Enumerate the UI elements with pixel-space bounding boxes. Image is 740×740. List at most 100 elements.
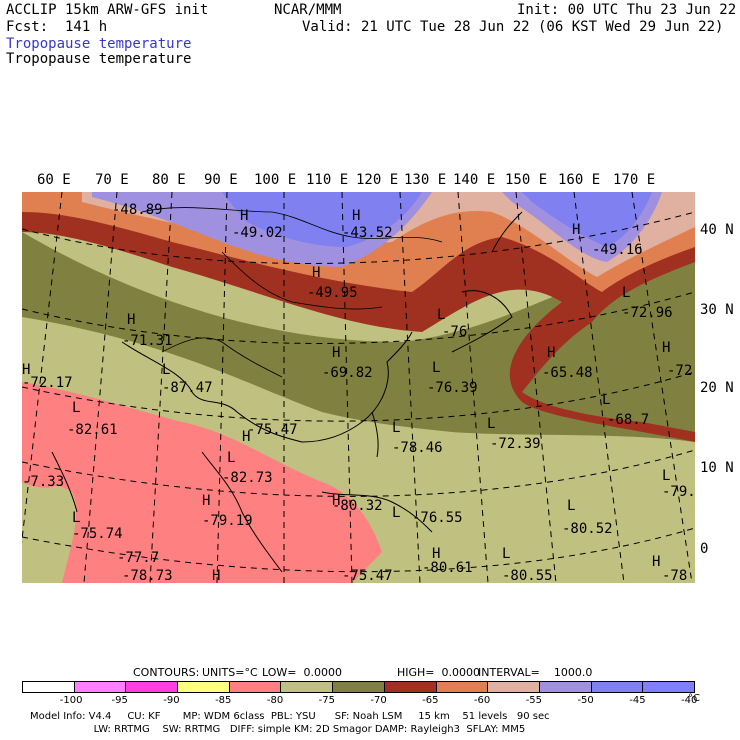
band-minus70 [22, 232, 695, 442]
legend-tick-label: -50 [577, 695, 594, 706]
map-label: H [240, 208, 248, 224]
init-time: Init: 00 UTC Thu 23 Jun 22 [517, 2, 737, 18]
field-name-shaded: Tropopause temperature [6, 36, 192, 52]
map-label: -68.7 [607, 412, 649, 428]
legend-tick-label: -55 [525, 695, 543, 706]
map-label: -77.7 [117, 550, 159, 566]
color-legend [22, 681, 695, 693]
map-label: L [162, 362, 170, 378]
legend-tick-label: -40 [681, 695, 698, 706]
lat-label: 0 [700, 541, 709, 557]
band-minus80-south [22, 382, 382, 583]
map-label: -72.39 [490, 436, 541, 452]
legend-swatch [229, 682, 282, 692]
map-label: -80.32 [332, 498, 383, 514]
map-label: L [662, 468, 670, 484]
lat-label: 30 N [700, 302, 734, 318]
map-label: -71.31 [122, 333, 173, 349]
legend-tick-label: °C [688, 693, 700, 704]
legend-swatch [281, 682, 334, 692]
map-label: -78.73 [122, 568, 173, 583]
map-label: H [662, 340, 670, 356]
map-label: H [312, 265, 320, 281]
legend-swatch [539, 682, 592, 692]
model-info-line1: Model Info: V4.4 CU: KF MP: WDM 6class P… [30, 711, 550, 722]
map-label: H [242, 429, 250, 445]
map-label: -78.46 [392, 440, 443, 456]
map-label: L [432, 360, 440, 376]
legend-tick-label: -75 [318, 695, 335, 706]
map-label: -75.74 [72, 526, 123, 542]
map-label: H [127, 312, 135, 328]
map-label: -78 [662, 568, 687, 583]
lon-label: 120 E [356, 172, 399, 188]
lon-label: 70 E [95, 172, 129, 188]
field-name-contour: Tropopause temperature [6, 51, 192, 67]
lon-label: 140 E [453, 172, 496, 188]
legend-swatch [178, 682, 230, 692]
legend-tick-label: -100 [59, 695, 83, 706]
map-label: H [212, 568, 220, 583]
band-minus45-east [522, 192, 652, 247]
contours-units: UNITS=°C [202, 666, 258, 679]
graticule [22, 192, 695, 583]
legend-swatch [488, 682, 540, 692]
contour-labels: -48.89 H-49.02H-43.52 H-49.16H-49.95 L-72.9… [22, 202, 695, 583]
lat-label: 10 N [700, 460, 734, 476]
map-label: H [432, 546, 440, 562]
legend-swatch [333, 682, 385, 692]
map-label: H [22, 362, 30, 378]
band-minus45 [222, 192, 422, 247]
map-label: -72.96 [622, 305, 673, 321]
legend-tick-label: -95 [111, 695, 128, 706]
map-label: L [437, 307, 445, 323]
map-label: H [572, 222, 580, 238]
map-label: -80.55 [502, 568, 553, 583]
map-label: -80.52 [562, 521, 613, 537]
map-label: -76.55 [412, 510, 463, 526]
lon-label: 170 E [613, 172, 656, 188]
map-label: L [227, 450, 235, 466]
map-label: L [392, 420, 400, 436]
map-label: -79.19 [202, 513, 253, 529]
legend-swatch [643, 682, 694, 692]
map-label: -75.47 [342, 568, 393, 583]
map-label: -80.61 [422, 560, 473, 576]
legend-swatch [384, 682, 437, 692]
map-label: L [567, 498, 575, 514]
map-label: L [72, 510, 80, 526]
map-label: -48.89 [112, 202, 163, 218]
map-label: H [547, 345, 555, 361]
map-label: -49.95 [307, 285, 358, 301]
lon-label: 60 E [37, 172, 71, 188]
country-borders [141, 207, 443, 378]
legend-swatch [23, 682, 75, 692]
model-info-line2: LW: RRTMG SW: RRTMG DIFF: simple KM: 2D … [30, 724, 526, 735]
legend-tick-label: -70 [370, 695, 387, 706]
model-title: ACCLIP 15km ARW-GFS init [6, 2, 209, 18]
map-label: -76 [442, 324, 467, 340]
lon-label: 150 E [505, 172, 548, 188]
legend-tick-label: -85 [215, 695, 232, 706]
lat-label: 40 N [700, 222, 734, 238]
map-label: H [332, 345, 340, 361]
map-label: H [652, 554, 660, 570]
tropopause-temperature-map: -48.89 H-49.02H-43.52 H-49.16H-49.95 L-72.9… [22, 192, 695, 583]
map-label: -65.48 [542, 365, 593, 381]
lon-label: 130 E [404, 172, 447, 188]
lat-label: 20 N [700, 380, 734, 396]
legend-swatch [74, 682, 127, 692]
lon-label: 90 E [204, 172, 238, 188]
map-label: H [332, 493, 340, 509]
legend-tick-label: -90 [163, 695, 180, 706]
forecast-hour: Fcst: 141 h [6, 19, 108, 35]
map-label: -87.47 [162, 380, 213, 396]
map-label: -43.52 [342, 225, 393, 241]
lon-label: 160 E [558, 172, 601, 188]
map-label: -72.17 [22, 375, 73, 391]
contours-low: LOW= 0.0000 [262, 666, 342, 679]
map-label: -79.5 [662, 484, 695, 500]
map-label: L [502, 546, 510, 562]
contours-high: HIGH= 0.0000 [397, 666, 481, 679]
map-label: H [202, 493, 210, 509]
